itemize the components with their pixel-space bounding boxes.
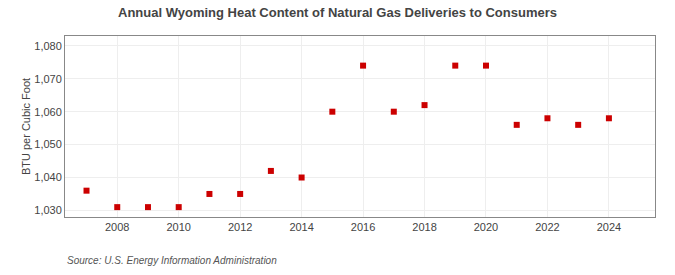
svg-text:2016: 2016: [351, 221, 375, 233]
svg-text:2018: 2018: [412, 221, 436, 233]
svg-text:1,080: 1,080: [34, 40, 62, 52]
svg-text:1,060: 1,060: [34, 106, 62, 118]
svg-text:2020: 2020: [474, 221, 498, 233]
svg-text:BTU per Cubic Foot: BTU per Cubic Foot: [20, 78, 32, 175]
svg-text:1,070: 1,070: [34, 73, 62, 85]
svg-text:1,040: 1,040: [34, 171, 62, 183]
svg-text:2022: 2022: [535, 221, 559, 233]
svg-text:Source: U.S. Energy Informatio: Source: U.S. Energy Information Administ…: [67, 255, 277, 266]
svg-text:1,030: 1,030: [34, 204, 62, 216]
svg-text:1,050: 1,050: [34, 138, 62, 150]
svg-text:2012: 2012: [228, 221, 252, 233]
svg-text:Annual Wyoming Heat Content of: Annual Wyoming Heat Content of Natural G…: [118, 5, 557, 20]
svg-text:2024: 2024: [597, 221, 621, 233]
svg-text:2010: 2010: [166, 221, 190, 233]
svg-text:2008: 2008: [105, 221, 129, 233]
svg-text:2014: 2014: [289, 221, 313, 233]
